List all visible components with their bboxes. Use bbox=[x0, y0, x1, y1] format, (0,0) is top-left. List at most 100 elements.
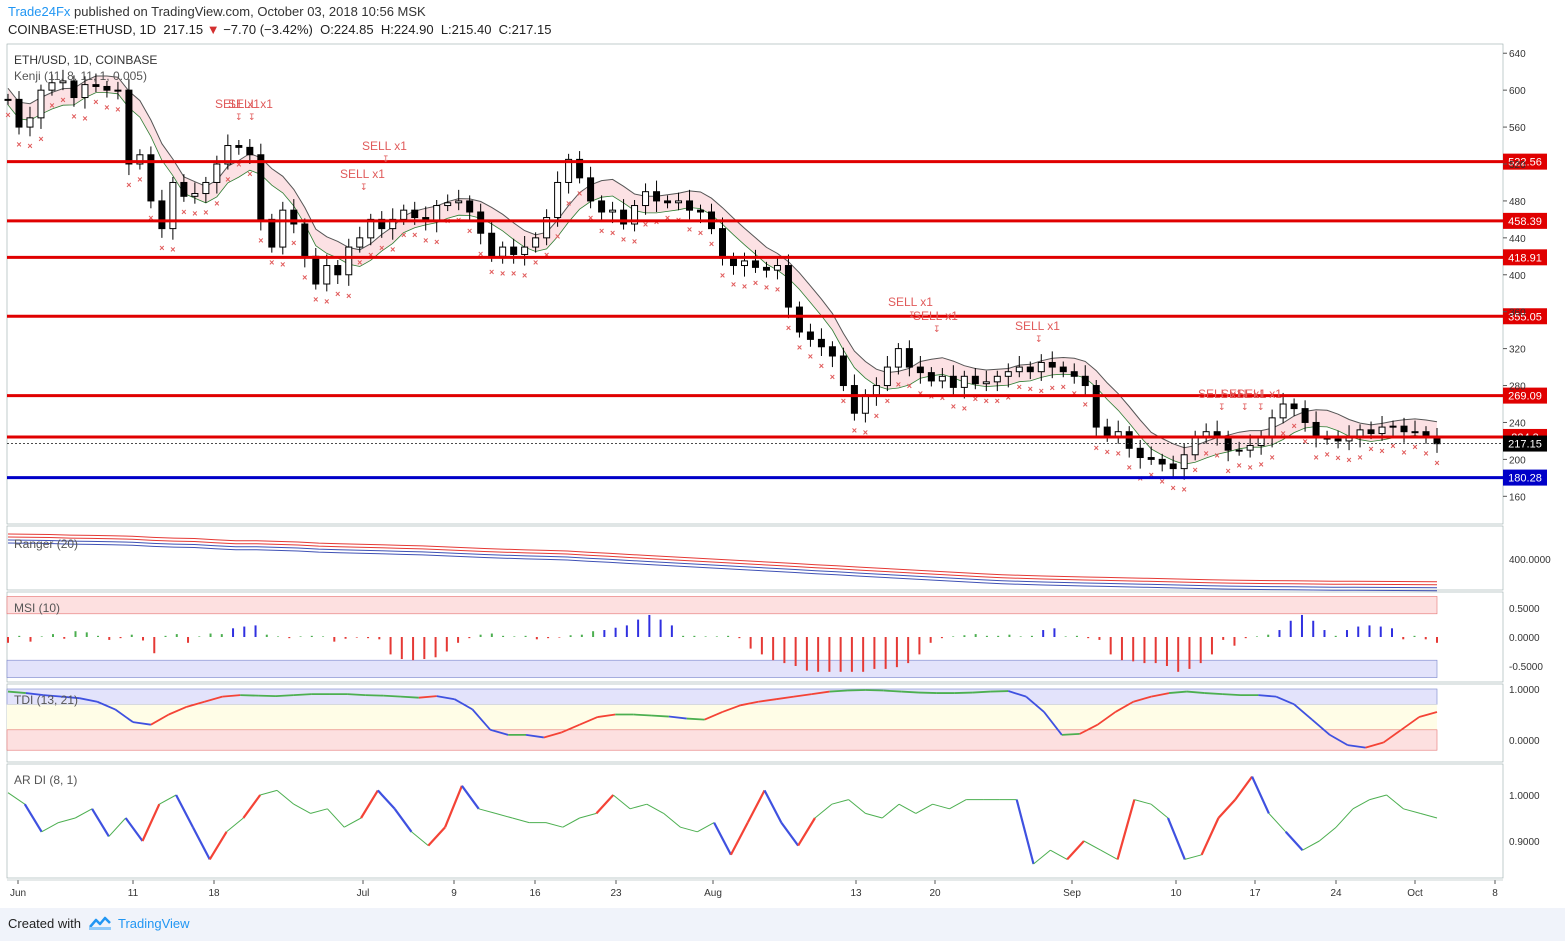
chart-header: Trade24Fx published on TradingView.com, … bbox=[0, 0, 1565, 42]
ardi-segment bbox=[680, 826, 698, 833]
tradingview-logo-icon bbox=[89, 916, 111, 930]
ardi-segment bbox=[1166, 817, 1186, 860]
tdi-segment bbox=[633, 713, 652, 717]
tradingview-link[interactable]: TradingView bbox=[118, 916, 190, 931]
tdi-segment bbox=[1097, 711, 1116, 726]
open-value: 224.85 bbox=[333, 22, 374, 37]
candle-body bbox=[565, 158, 573, 183]
stop-marker: × bbox=[1061, 382, 1066, 392]
stop-marker: × bbox=[962, 403, 967, 413]
ardi-segment bbox=[411, 831, 429, 846]
y-tick-label: 280 bbox=[1509, 382, 1526, 393]
stop-marker: × bbox=[82, 114, 87, 124]
stop-marker: × bbox=[1105, 447, 1110, 457]
y-tick-label: 160 bbox=[1509, 492, 1526, 503]
tdi-segment bbox=[1329, 734, 1349, 746]
stop-marker: × bbox=[357, 258, 362, 268]
price-pane: × × × × × × × × × × × × × × × × × × × × × × × × × × × × × × × × × × × × × × × ×… bbox=[4, 43, 1547, 525]
sell-signal-label: SELL x1 bbox=[913, 309, 958, 323]
candle-body bbox=[1378, 426, 1386, 435]
candle-body bbox=[894, 348, 902, 368]
candle-body bbox=[15, 98, 23, 128]
stop-marker: × bbox=[786, 323, 791, 333]
candle-body bbox=[905, 348, 913, 368]
sell-signal-label: SELL x1 bbox=[362, 139, 407, 153]
stop-marker: × bbox=[621, 234, 626, 244]
ardi-segment bbox=[124, 817, 144, 842]
candle-body bbox=[510, 246, 518, 255]
last-price-label: 217.15 bbox=[1508, 439, 1542, 451]
stop-marker: × bbox=[423, 235, 428, 245]
candle-body bbox=[1389, 425, 1397, 428]
price-level-label: 418.91 bbox=[1508, 252, 1542, 264]
tdi-segment bbox=[1115, 700, 1134, 713]
ardi-tick-label: 1.0000 bbox=[1509, 791, 1540, 802]
candle-body bbox=[697, 209, 705, 213]
candle-body bbox=[92, 84, 100, 87]
candle-body bbox=[751, 260, 759, 268]
ardi-segment bbox=[729, 822, 749, 856]
ranger-band-line bbox=[7, 539, 1438, 589]
stop-marker: × bbox=[1269, 452, 1274, 462]
stop-marker: × bbox=[599, 226, 604, 236]
sell-arrow-icon: ↧ bbox=[933, 324, 941, 334]
stop-marker: × bbox=[896, 379, 901, 389]
candle-body bbox=[202, 181, 210, 195]
sell-arrow-icon: ↧ bbox=[360, 182, 368, 192]
stop-marker: × bbox=[841, 396, 846, 406]
ardi-segment bbox=[1015, 799, 1035, 865]
msi-tick-label: 0.5000 bbox=[1509, 604, 1540, 615]
stop-marker: × bbox=[1039, 386, 1044, 396]
candle-body bbox=[1268, 417, 1276, 437]
x-tick-label: 23 bbox=[610, 888, 622, 899]
ardi-segment bbox=[763, 789, 783, 824]
ardi-segment bbox=[915, 803, 933, 814]
stop-marker: × bbox=[698, 228, 703, 238]
ardi-segment bbox=[562, 817, 580, 828]
tdi-segment bbox=[1222, 693, 1241, 697]
stop-marker: × bbox=[1357, 452, 1362, 462]
candle-body bbox=[169, 181, 177, 230]
tdi-segment bbox=[579, 716, 598, 726]
last-price-tag bbox=[1503, 435, 1547, 452]
y-tick-label: 600 bbox=[1509, 86, 1526, 97]
tdi-pane: TDI (13, 21) 1.0000 0.0000 bbox=[6, 683, 1540, 763]
candle-body bbox=[477, 211, 485, 234]
tdi-segment bbox=[793, 693, 812, 698]
candle-body bbox=[81, 84, 89, 99]
candle-body bbox=[598, 200, 606, 213]
candle-body bbox=[411, 209, 419, 219]
ardi-segment bbox=[1184, 854, 1202, 860]
stop-marker: × bbox=[643, 220, 648, 230]
low-label: L: bbox=[440, 22, 452, 37]
candle-body bbox=[1301, 408, 1309, 423]
candle-body bbox=[1191, 435, 1199, 456]
x-tick-label: Jun bbox=[10, 888, 26, 899]
candle-body bbox=[1411, 431, 1419, 434]
stop-marker: × bbox=[126, 180, 131, 190]
tdi-segment bbox=[1168, 690, 1188, 694]
candle-body bbox=[37, 89, 45, 119]
y-tick-label: 320 bbox=[1509, 345, 1526, 356]
ardi-segment bbox=[612, 794, 631, 810]
tdi-tick-label: 1.0000 bbox=[1509, 685, 1540, 696]
x-tick-label: 8 bbox=[1492, 888, 1498, 899]
ardi-segment bbox=[932, 803, 950, 810]
stop-marker: × bbox=[577, 188, 582, 198]
ardi-segment bbox=[865, 812, 883, 819]
author-link[interactable]: Trade24Fx bbox=[8, 4, 71, 19]
candle-body bbox=[587, 177, 595, 202]
x-tick-label: 10 bbox=[1170, 888, 1182, 899]
ardi-segment bbox=[444, 785, 463, 828]
ardi-segment bbox=[208, 831, 228, 860]
tdi-segment bbox=[954, 691, 973, 694]
ardi-segment bbox=[1352, 799, 1370, 810]
stop-marker: × bbox=[159, 243, 164, 253]
stop-marker: × bbox=[1028, 384, 1033, 394]
candle-body bbox=[257, 154, 265, 220]
tdi-segment bbox=[597, 713, 616, 718]
candle-body bbox=[861, 394, 869, 414]
tdi-segment bbox=[1079, 723, 1099, 735]
stop-marker: × bbox=[709, 239, 714, 249]
chart-area[interactable]: × × × × × × × × × × × × × × × × × × × × × × × × × × × × × × × × × × × × × × × ×… bbox=[0, 42, 1565, 908]
